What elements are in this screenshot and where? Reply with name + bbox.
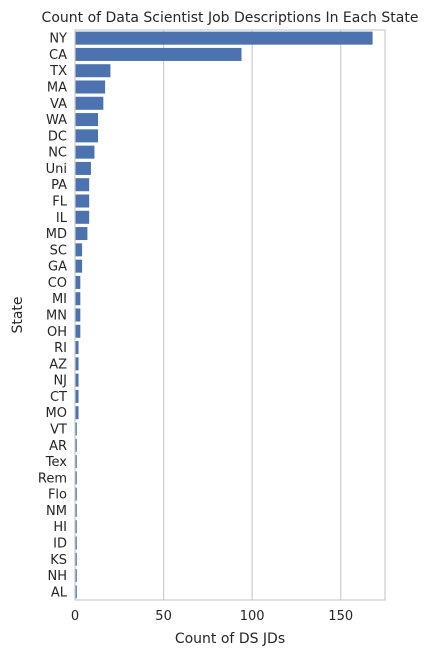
x-tick-labels: 0 50 100 150 bbox=[71, 609, 353, 624]
y-tick-label: Rem bbox=[38, 471, 67, 486]
y-tick-label: NJ bbox=[53, 374, 67, 389]
y-tick-label: NM bbox=[46, 504, 67, 519]
bar-mi bbox=[75, 292, 81, 306]
x-tick-label: 150 bbox=[328, 609, 353, 624]
x-tick-label: 100 bbox=[240, 609, 265, 624]
y-tick-label: GA bbox=[48, 260, 67, 275]
bar-ga bbox=[75, 259, 83, 273]
y-tick-label: OH bbox=[47, 325, 67, 340]
y-axis-label: State bbox=[10, 296, 26, 333]
bar-fl bbox=[75, 194, 90, 208]
bar-ks bbox=[75, 552, 77, 566]
bar-tx bbox=[75, 64, 111, 78]
bar-ny bbox=[75, 31, 373, 45]
plot-frame bbox=[74, 29, 386, 601]
bar-tex bbox=[75, 455, 77, 469]
y-tick-label: NC bbox=[48, 146, 67, 161]
x-tick-label: 50 bbox=[155, 609, 172, 624]
y-tick-label: IL bbox=[56, 211, 68, 226]
x-tick-label: 0 bbox=[71, 609, 79, 624]
y-tick-label: HI bbox=[53, 520, 67, 535]
gridlines bbox=[162, 30, 342, 600]
bar-hi bbox=[75, 520, 77, 534]
bar-ri bbox=[75, 341, 79, 355]
bar-ca bbox=[75, 47, 242, 61]
y-tick-label: AL bbox=[51, 585, 68, 600]
y-tick-label: Tex bbox=[45, 455, 68, 470]
y-tick-label: MD bbox=[46, 227, 67, 242]
y-tick-labels: NYCATXMAVAWADCNCUniPAFLILMDSCGACOMIMNOHR… bbox=[38, 32, 68, 601]
y-tick-label: PA bbox=[51, 178, 67, 193]
bar-nc bbox=[75, 145, 95, 159]
y-tick-label: ID bbox=[53, 537, 67, 552]
y-tick-label: VA bbox=[50, 97, 67, 112]
y-tick-label: Uni bbox=[46, 162, 67, 177]
bar-id bbox=[75, 536, 77, 550]
y-tick-label: MI bbox=[52, 292, 67, 307]
y-tick-label: NY bbox=[49, 32, 67, 47]
y-tick-label: WA bbox=[46, 113, 67, 128]
bar-dc bbox=[75, 129, 99, 143]
bar-flo bbox=[75, 487, 77, 501]
chart-title: Count of Data Scientist Job Descriptions… bbox=[42, 10, 419, 26]
bar-uni bbox=[75, 161, 91, 175]
y-tick-label: VT bbox=[50, 423, 67, 438]
bar-ma bbox=[75, 80, 106, 94]
bar-vt bbox=[75, 422, 77, 436]
y-tick-label: MN bbox=[46, 309, 67, 324]
bar-mn bbox=[75, 308, 81, 322]
y-tick-label: CA bbox=[49, 48, 67, 63]
y-tick-label: Flo bbox=[48, 488, 67, 503]
y-tick-label: AR bbox=[49, 439, 67, 454]
y-tick-label: AZ bbox=[49, 357, 67, 372]
y-tick-label: CT bbox=[50, 390, 67, 405]
y-tick-label: TX bbox=[49, 64, 67, 79]
y-tick-label: CO bbox=[48, 276, 67, 291]
bar-az bbox=[75, 357, 79, 371]
y-tick-label: DC bbox=[48, 129, 67, 144]
bar-rem bbox=[75, 471, 77, 485]
bar-ar bbox=[75, 438, 77, 452]
bar-nh bbox=[75, 569, 77, 583]
bar-nm bbox=[75, 503, 77, 517]
bar-va bbox=[75, 96, 104, 110]
y-tick-label: NH bbox=[48, 569, 68, 584]
y-tick-label: FL bbox=[52, 195, 67, 210]
bars bbox=[75, 31, 373, 599]
y-tick-label: MA bbox=[47, 81, 67, 96]
y-tick-label: RI bbox=[54, 341, 67, 356]
bar-sc bbox=[75, 243, 83, 257]
bar-co bbox=[75, 275, 81, 289]
bar-mo bbox=[75, 406, 79, 420]
y-tick-label: SC bbox=[50, 243, 67, 258]
bar-al bbox=[75, 585, 77, 599]
bar-nj bbox=[75, 373, 79, 387]
bar-md bbox=[75, 227, 88, 241]
bar-ct bbox=[75, 389, 79, 403]
bar-il bbox=[75, 210, 90, 224]
y-tick-label: KS bbox=[50, 553, 67, 568]
bar-pa bbox=[75, 178, 90, 192]
bar-wa bbox=[75, 113, 99, 127]
y-tick-label: MO bbox=[46, 406, 67, 421]
bar-oh bbox=[75, 324, 81, 338]
x-axis-label: Count of DS JDs bbox=[175, 631, 285, 647]
